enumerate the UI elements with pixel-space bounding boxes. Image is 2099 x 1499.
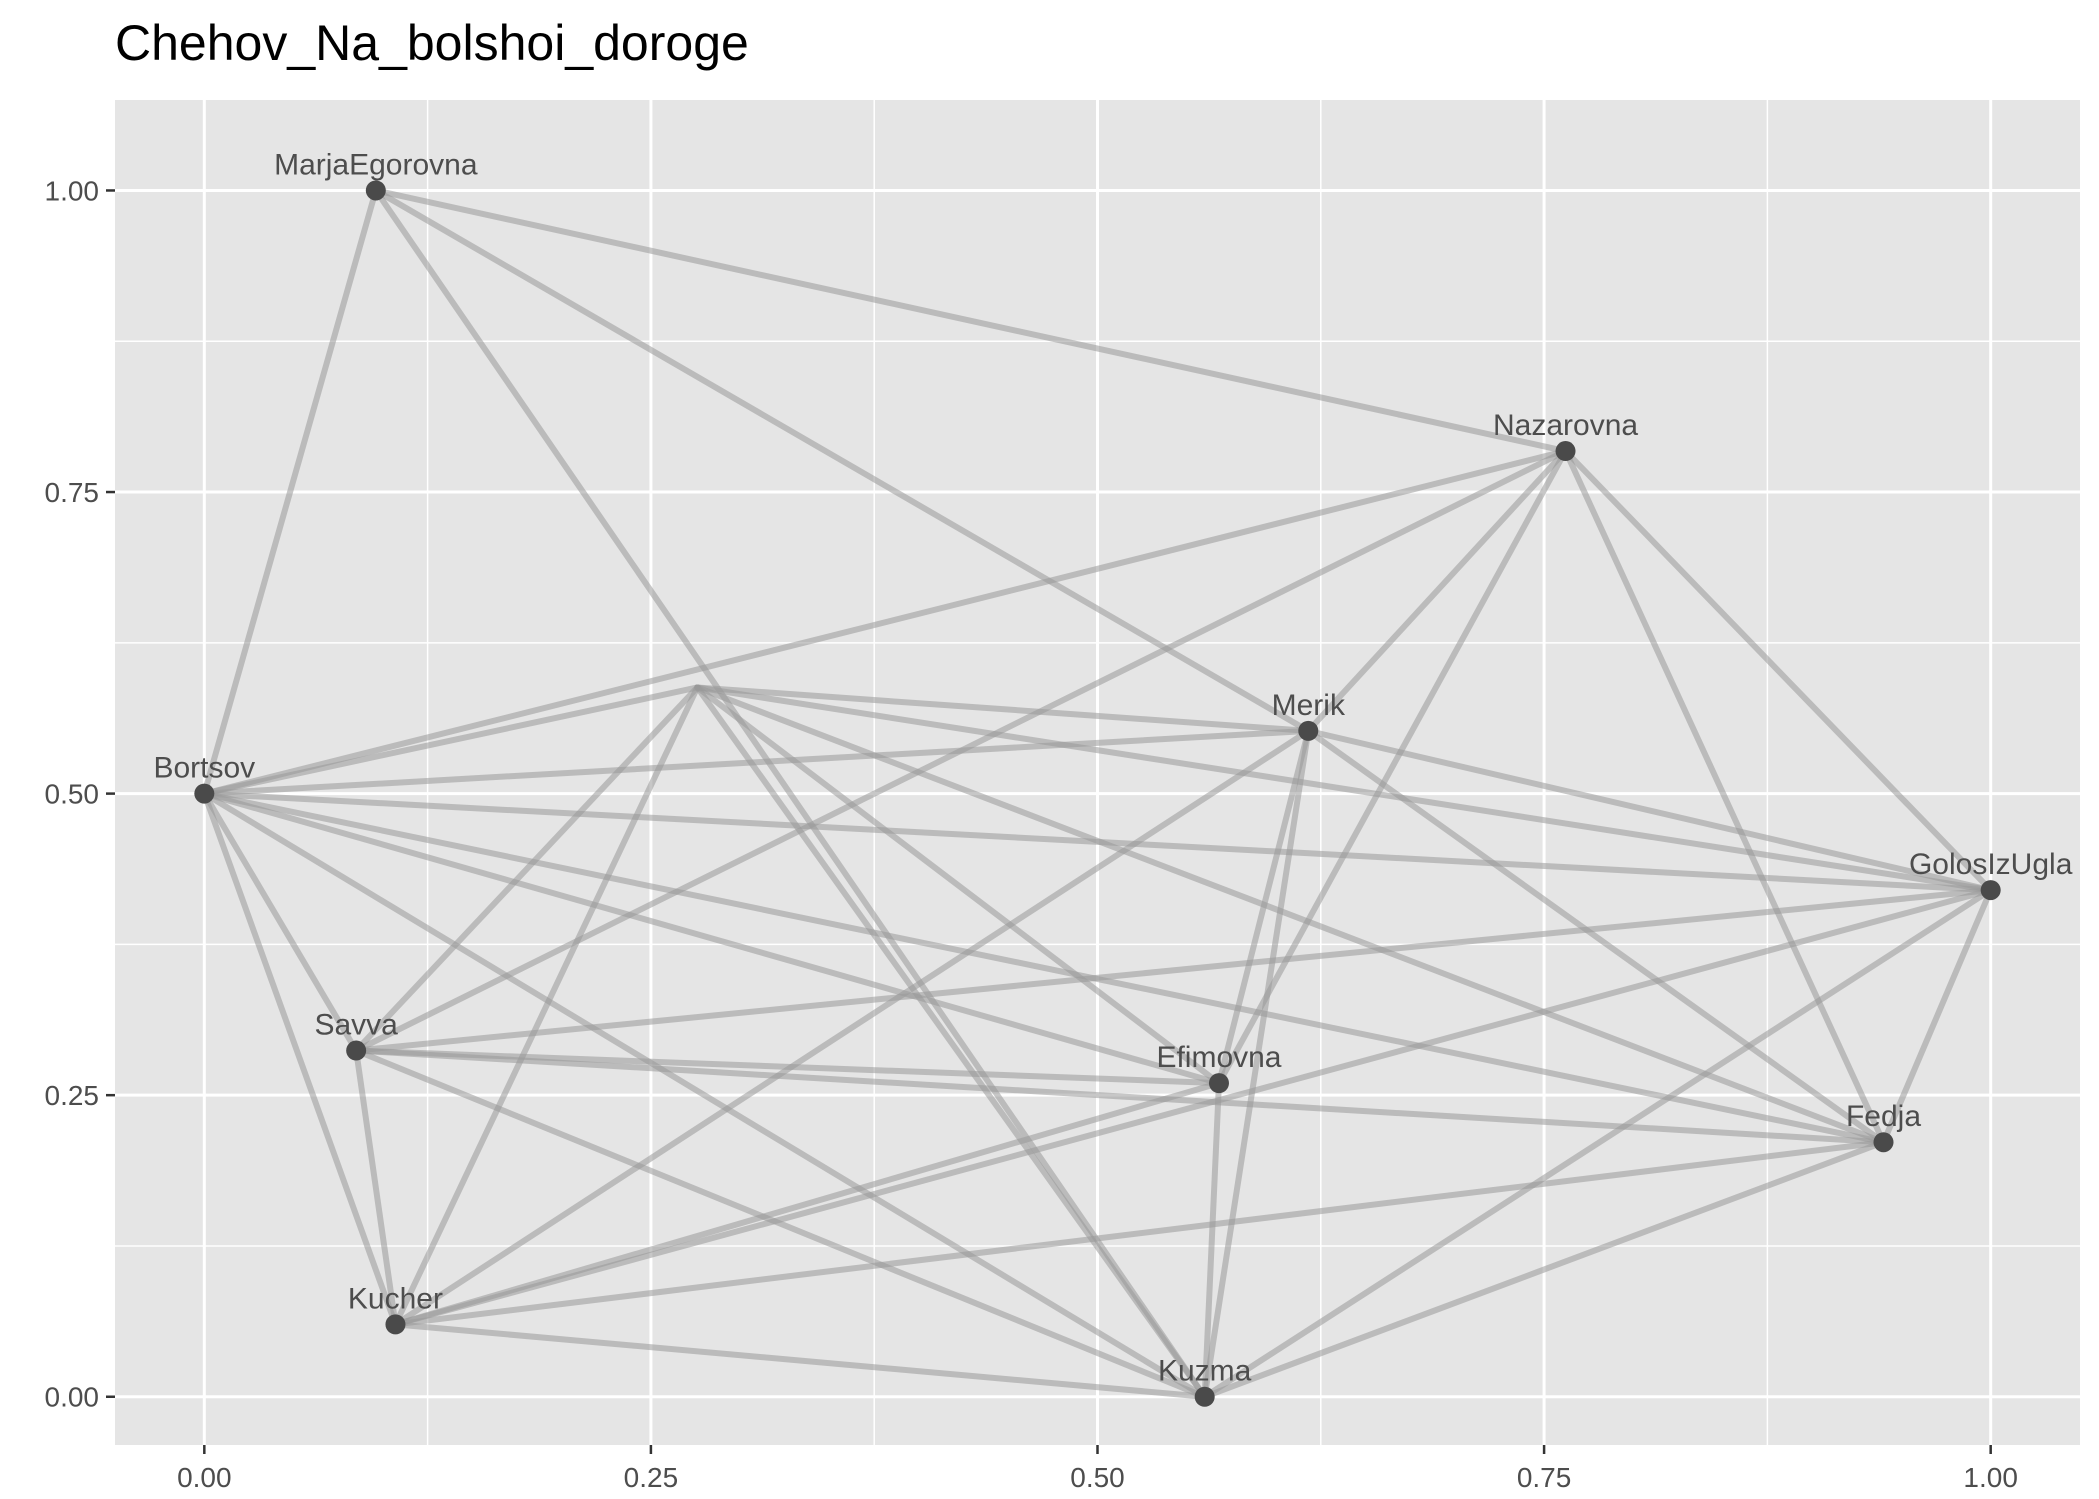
edge (392, 727, 1312, 1328)
edge (1201, 727, 1312, 1400)
edge (201, 790, 1222, 1087)
edge (201, 790, 1208, 1400)
node-labels: MarjaEgorovna Nazarovna Merik Bortsov GolosI… (153, 148, 2072, 1387)
edge (201, 727, 1312, 797)
major-gridlines (115, 100, 2080, 1445)
edge (201, 790, 360, 1054)
node-label-GolosIzUgla: GolosIzUgla (1909, 848, 2073, 881)
node-Kuzma (1194, 1386, 1215, 1407)
network-edges (201, 187, 1994, 1400)
x-tick-label: 0.75 (1517, 1462, 1572, 1493)
edge (201, 790, 399, 1328)
node-label-Kuzma: Kuzma (1158, 1355, 1252, 1388)
x-tick-label: 1.00 (1963, 1462, 2018, 1493)
edge (353, 887, 1994, 1054)
edge (201, 448, 1569, 797)
y-tick-label: 0.00 (45, 1382, 100, 1413)
node-Kucher (385, 1314, 406, 1335)
edge (353, 1047, 1208, 1400)
network-nodes (194, 180, 2001, 1407)
edge (1201, 1080, 1222, 1400)
node-label-Savva: Savva (314, 1009, 398, 1042)
edge (694, 684, 1887, 1146)
x-axis: 0.00 0.25 0.50 0.75 1.00 (177, 1445, 2018, 1493)
edge (694, 684, 1208, 1400)
edge (372, 187, 1569, 455)
node-label-MarjaEgorovna: MarjaEgorovna (274, 148, 478, 181)
node-GolosIzUgla (1980, 880, 2001, 901)
node-label-Kucher: Kucher (348, 1282, 443, 1315)
edge (1562, 448, 1887, 1146)
edge (1305, 727, 1994, 894)
edge (1215, 448, 1569, 1087)
edge (201, 684, 701, 797)
edge (694, 684, 1312, 734)
edge (201, 187, 379, 797)
edge (353, 1047, 1887, 1146)
node-Merik (1298, 720, 1319, 741)
node-Nazarovna (1555, 441, 1576, 462)
edge (392, 887, 1994, 1328)
edge (372, 187, 1208, 1400)
x-tick-label: 0.50 (1070, 1462, 1125, 1493)
edge (1201, 887, 1994, 1400)
edge (1201, 1139, 1887, 1400)
x-tick-label: 0.00 (177, 1462, 232, 1493)
edge (353, 1047, 399, 1328)
edge (353, 684, 701, 1054)
edge (392, 684, 701, 1328)
chart-title: Chehov_Na_bolshoi_doroge (115, 15, 749, 71)
edge (392, 1321, 1208, 1400)
node-label-Nazarovna: Nazarovna (1493, 409, 1638, 442)
node-label-Merik: Merik (1272, 689, 1346, 722)
edge (201, 790, 1887, 1146)
y-tick-label: 1.00 (45, 175, 100, 206)
node-Bortsov (194, 783, 215, 804)
edge (1305, 448, 1569, 734)
node-label-Fedja: Fedja (1846, 1100, 1921, 1133)
node-Efimovna (1208, 1073, 1229, 1094)
edge (694, 684, 1994, 894)
y-tick-label: 0.75 (45, 477, 100, 508)
edge (694, 684, 1222, 1087)
node-label-Efimovna: Efimovna (1156, 1041, 1281, 1074)
node-Fedja (1873, 1132, 1894, 1153)
edge (1562, 448, 1994, 894)
y-axis: 0.00 0.25 0.50 0.75 1.00 (45, 175, 115, 1413)
edge (392, 1139, 1887, 1328)
y-tick-label: 0.25 (45, 1080, 100, 1111)
node-MarjaEgorovna (365, 180, 386, 201)
node-Savva (346, 1040, 367, 1061)
edge (372, 187, 1312, 734)
edge (353, 1047, 1222, 1087)
x-tick-label: 0.25 (624, 1462, 679, 1493)
edge (1880, 887, 1994, 1146)
node-label-Bortsov: Bortsov (153, 752, 255, 785)
y-tick-label: 0.50 (45, 779, 100, 810)
